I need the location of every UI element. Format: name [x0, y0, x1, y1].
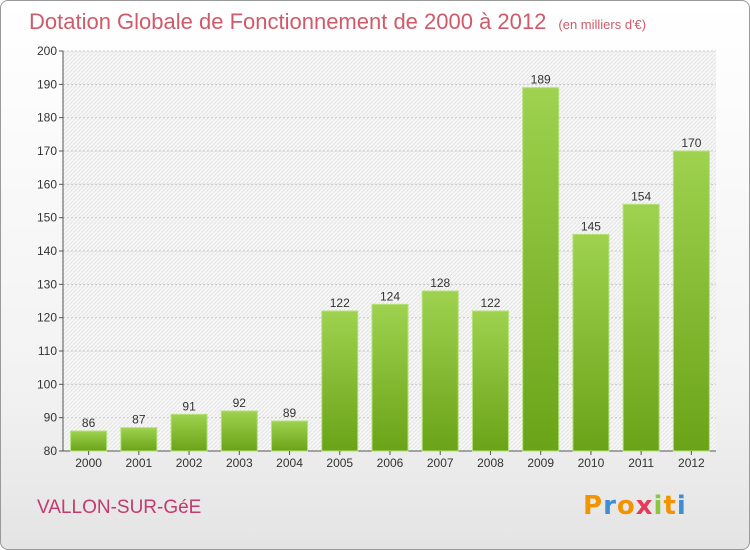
bar	[672, 150, 710, 452]
bar-value-label: 86	[82, 416, 96, 430]
bar	[572, 233, 610, 452]
bar-value-label: 124	[380, 289, 400, 303]
bar-value-label: 87	[132, 413, 146, 427]
bar-value-label: 128	[430, 276, 450, 290]
bar-value-label: 122	[330, 296, 350, 310]
bar	[471, 310, 509, 452]
x-tick-label: 2012	[678, 456, 705, 470]
bar	[371, 303, 409, 452]
chart-unit: (en milliers d'€)	[558, 17, 647, 32]
bar	[120, 427, 158, 452]
bar	[321, 310, 359, 452]
x-tick-label: 2006	[377, 456, 404, 470]
x-tick-label: 2000	[75, 456, 102, 470]
logo-letter: i	[653, 491, 664, 521]
logo-letter: r	[603, 491, 617, 521]
x-tick-label: 2001	[125, 456, 152, 470]
x-tick-label: 2007	[427, 456, 454, 470]
chart-title-text: Dotation Globale de Fonctionnement de 20…	[29, 9, 547, 34]
y-tick-label: 160	[37, 177, 57, 191]
y-tick-label: 100	[37, 377, 57, 391]
y-tick-label: 140	[37, 244, 57, 258]
bar	[220, 410, 258, 452]
bar	[70, 430, 108, 452]
y-tick-label: 180	[37, 111, 57, 125]
y-tick-label: 120	[37, 311, 57, 325]
logo-letter: x	[635, 491, 654, 521]
bar-value-label: 92	[233, 396, 247, 410]
bar-value-label: 189	[531, 73, 551, 87]
plot-area: 80 90 100 110 120 130 140 150 160 170 180 190 200 86 2…	[37, 44, 716, 470]
logo-letter: o	[616, 491, 636, 521]
proxiti-logo: Proxiti	[583, 491, 687, 521]
y-tick-label: 110	[38, 344, 57, 358]
bar-value-label: 89	[283, 406, 297, 420]
y-tick-label: 170	[37, 144, 57, 158]
x-tick-label: 2009	[527, 456, 554, 470]
x-tick-label: 2004	[276, 456, 303, 470]
bar-value-label: 122	[480, 296, 500, 310]
bar-value-label: 145	[581, 219, 601, 233]
x-tick-label: 2008	[477, 456, 504, 470]
y-tick-label: 200	[37, 44, 57, 58]
x-tick-label: 2002	[176, 456, 203, 470]
y-tick-label: 190	[37, 77, 57, 91]
bar	[170, 413, 208, 452]
y-tick-label: 80	[44, 444, 58, 458]
x-tick-label: 2010	[578, 456, 605, 470]
bar-value-label: 170	[681, 136, 701, 150]
chart-title: Dotation Globale de Fonctionnement de 20…	[29, 9, 646, 35]
x-tick-label: 2003	[226, 456, 253, 470]
y-tick-label: 90	[44, 411, 58, 425]
y-tick-label: 150	[37, 211, 57, 225]
logo-letter: P	[583, 491, 604, 521]
bar-value-label: 154	[631, 189, 651, 203]
bar	[271, 420, 309, 452]
x-tick-label: 2005	[326, 456, 353, 470]
bar	[421, 290, 459, 452]
bar-value-label: 91	[182, 399, 196, 413]
place-name: VALLON-SUR-GéE	[37, 497, 202, 518]
x-tick-label: 2011	[628, 456, 654, 470]
y-tick-label: 130	[37, 277, 57, 291]
logo-letter: i	[676, 491, 687, 521]
logo-letter: t	[663, 491, 677, 521]
bar	[622, 203, 660, 452]
bar	[522, 87, 560, 452]
